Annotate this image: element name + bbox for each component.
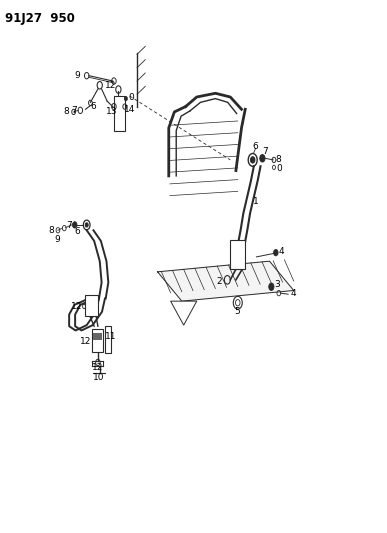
Text: 12: 12 [104,81,116,90]
Circle shape [85,223,88,227]
Circle shape [269,283,274,290]
Text: 11: 11 [105,333,117,341]
FancyBboxPatch shape [93,333,102,340]
Polygon shape [158,261,294,301]
FancyBboxPatch shape [114,96,125,131]
Circle shape [124,96,127,101]
Text: 12: 12 [92,364,104,372]
Text: 13: 13 [106,108,117,116]
Circle shape [274,249,278,256]
Text: 5: 5 [234,307,240,316]
Text: 9: 9 [75,71,80,80]
Text: 6: 6 [74,227,80,236]
FancyBboxPatch shape [92,329,103,352]
FancyBboxPatch shape [230,240,245,269]
Circle shape [260,155,265,162]
Text: 9: 9 [54,236,60,244]
Text: 1: 1 [253,197,259,206]
Text: 10: 10 [93,373,105,382]
Text: 14: 14 [124,105,135,114]
Text: 0: 0 [276,164,282,173]
Text: 8: 8 [63,108,69,116]
Text: 7: 7 [262,148,267,156]
Text: 12: 12 [80,337,91,345]
Text: 6: 6 [252,142,258,150]
Text: 8: 8 [48,226,54,235]
Text: 6: 6 [90,102,96,111]
Text: 2: 2 [216,277,222,286]
Circle shape [250,157,255,163]
Text: 0: 0 [128,93,134,101]
Text: 8: 8 [275,156,281,164]
Text: 4: 4 [290,289,296,297]
Text: 4: 4 [279,247,284,256]
FancyBboxPatch shape [104,326,111,353]
FancyBboxPatch shape [85,295,98,316]
Polygon shape [171,301,197,325]
Text: 12: 12 [70,302,82,311]
Text: 3: 3 [274,280,280,289]
Circle shape [72,222,77,228]
Text: 7: 7 [71,107,77,115]
Text: 7: 7 [66,222,72,230]
Text: 91J27  950: 91J27 950 [5,12,75,25]
